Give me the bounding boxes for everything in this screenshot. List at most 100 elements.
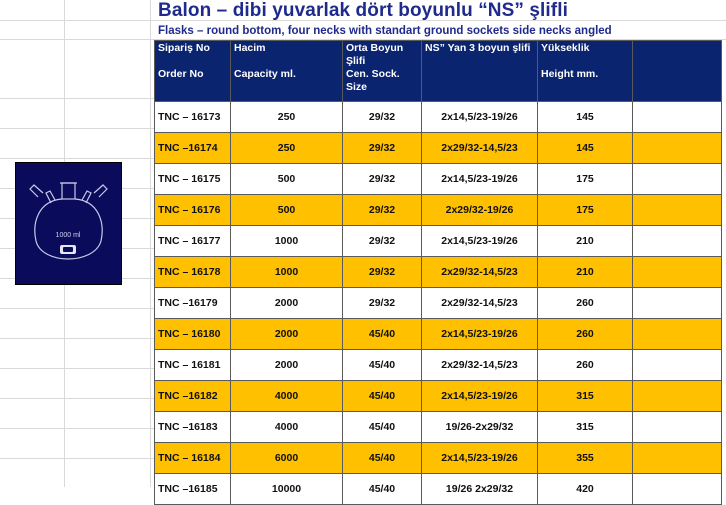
capacity-cell: 6000 [230,442,343,474]
header-empty [632,40,722,102]
header-height: Yükseklik Height mm. [537,40,633,102]
order-cell: TNC – 16175 [154,163,231,195]
height-cell: 145 [537,132,633,164]
capacity-cell: 2000 [230,318,343,350]
header-capacity: Hacim Capacity ml. [230,40,343,102]
capacity-cell: 250 [230,132,343,164]
side-sockets-cell: 2x29/32-14,5/23 [421,349,538,381]
height-cell: 260 [537,318,633,350]
center-socket-cell: 45/40 [342,349,422,381]
header-order: Sipariş No Order No [154,40,231,102]
center-socket-cell: 45/40 [342,318,422,350]
center-socket-cell: 29/32 [342,132,422,164]
capacity-cell: 10000 [230,473,343,505]
empty-cell [632,349,722,381]
order-cell: TNC – 16173 [154,101,231,133]
flask-image: 1000 ml [15,162,122,285]
capacity-cell: 2000 [230,287,343,319]
center-socket-cell: 45/40 [342,473,422,505]
empty-cell [632,442,722,474]
side-sockets-cell: 2x14,5/23-19/26 [421,318,538,350]
empty-cell [632,318,722,350]
empty-cell [632,163,722,195]
center-socket-cell: 29/32 [342,163,422,195]
capacity-cell: 500 [230,194,343,226]
empty-cell [632,225,722,257]
table-row: TNC – 16181 2000 45/40 2x29/32-14,5/23 260 [154,349,722,381]
header-side-sockets: NS” Yan 3 boyun şlifi [421,40,538,102]
table-row: TNC – 16175 500 29/32 2x14,5/23-19/26 175 [154,163,722,195]
order-cell: TNC – 16184 [154,442,231,474]
table-row: TNC – 16177 1000 29/32 2x14,5/23-19/26 210 [154,225,722,257]
order-cell: TNC –16183 [154,411,231,443]
order-cell: TNC –16182 [154,380,231,412]
side-sockets-cell: 2x29/32-19/26 [421,194,538,226]
order-cell: TNC –16174 [154,132,231,164]
table-row: TNC – 16184 6000 45/40 2x14,5/23-19/26 355 [154,442,722,474]
page-title: Balon – dibi yuvarlak dört boyunlu “NS” … [158,0,568,21]
table-row: TNC – 16180 2000 45/40 2x14,5/23-19/26 260 [154,318,722,350]
center-socket-cell: 29/32 [342,287,422,319]
empty-cell [632,101,722,133]
capacity-cell: 4000 [230,380,343,412]
product-table: Sipariş No Order No Hacim Capacity ml. O… [154,40,722,505]
height-cell: 355 [537,442,633,474]
table-row: TNC –16183 4000 45/40 19/26-2x29/32 315 [154,411,722,443]
height-cell: 210 [537,225,633,257]
center-socket-cell: 29/32 [342,194,422,226]
center-socket-cell: 45/40 [342,442,422,474]
flask-volume-label: 1000 ml [56,232,81,239]
order-cell: TNC – 16177 [154,225,231,257]
table-row: TNC – 16173 250 29/32 2x14,5/23-19/26 145 [154,101,722,133]
side-sockets-cell: 2x14,5/23-19/26 [421,380,538,412]
height-cell: 145 [537,101,633,133]
capacity-cell: 2000 [230,349,343,381]
height-cell: 315 [537,411,633,443]
height-cell: 175 [537,163,633,195]
height-cell: 260 [537,349,633,381]
capacity-cell: 1000 [230,256,343,288]
table-row: TNC –16179 2000 29/32 2x29/32-14,5/23 260 [154,287,722,319]
order-cell: TNC – 16176 [154,194,231,226]
order-cell: TNC –16179 [154,287,231,319]
capacity-cell: 250 [230,101,343,133]
order-cell: TNC –16185 [154,473,231,505]
four-neck-flask-icon: 1000 ml [29,182,108,260]
order-cell: TNC – 16180 [154,318,231,350]
empty-cell [632,256,722,288]
center-socket-cell: 45/40 [342,380,422,412]
side-sockets-cell: 2x14,5/23-19/26 [421,163,538,195]
height-cell: 175 [537,194,633,226]
empty-cell [632,132,722,164]
side-sockets-cell: 2x29/32-14,5/23 [421,132,538,164]
height-cell: 260 [537,287,633,319]
order-cell: TNC – 16178 [154,256,231,288]
header-center-socket: Orta Boyun Şlifi Cen. Sock. Size [342,40,422,102]
table-header-row: Sipariş No Order No Hacim Capacity ml. O… [154,40,722,102]
table-row: TNC –16185 10000 45/40 19/26 2x29/32 420 [154,473,722,505]
table-row: TNC – 16178 1000 29/32 2x29/32-14,5/23 210 [154,256,722,288]
side-sockets-cell: 19/26-2x29/32 [421,411,538,443]
center-socket-cell: 29/32 [342,225,422,257]
side-sockets-cell: 19/26 2x29/32 [421,473,538,505]
center-socket-cell: 29/32 [342,101,422,133]
table-row: TNC – 16176 500 29/32 2x29/32-19/26 175 [154,194,722,226]
side-sockets-cell: 2x14,5/23-19/26 [421,101,538,133]
empty-cell [632,380,722,412]
capacity-cell: 4000 [230,411,343,443]
empty-cell [632,473,722,505]
order-cell: TNC – 16181 [154,349,231,381]
height-cell: 315 [537,380,633,412]
capacity-cell: 1000 [230,225,343,257]
capacity-cell: 500 [230,163,343,195]
side-sockets-cell: 2x14,5/23-19/26 [421,442,538,474]
empty-cell [632,411,722,443]
page-subtitle: Flasks – round bottom, four necks with s… [158,25,612,37]
side-sockets-cell: 2x29/32-14,5/23 [421,256,538,288]
height-cell: 420 [537,473,633,505]
height-cell: 210 [537,256,633,288]
table-row: TNC –16174 250 29/32 2x29/32-14,5/23 145 [154,132,722,164]
table-row: TNC –16182 4000 45/40 2x14,5/23-19/26 315 [154,380,722,412]
empty-cell [632,194,722,226]
side-sockets-cell: 2x14,5/23-19/26 [421,225,538,257]
